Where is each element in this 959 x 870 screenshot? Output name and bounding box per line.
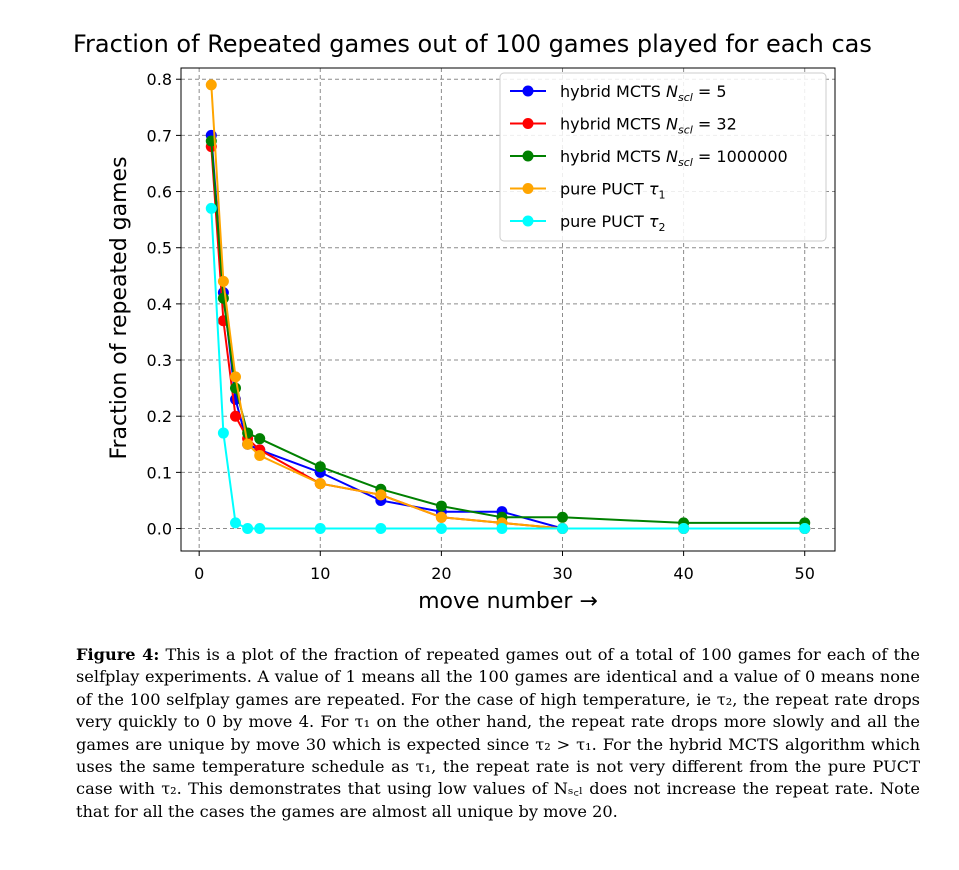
data-point <box>557 523 568 535</box>
series-5 <box>205 202 811 535</box>
data-point <box>254 523 266 535</box>
data-point <box>435 511 447 523</box>
legend-box <box>499 72 827 242</box>
data-point <box>314 461 326 473</box>
x-tick-label: 40 <box>673 564 693 583</box>
data-point <box>496 523 508 535</box>
legend-item-1: hybrid MCTS Nscl = 5 <box>510 82 727 104</box>
data-point <box>314 478 326 490</box>
data-point <box>557 511 568 523</box>
y-tick-label: 0.3 <box>147 351 172 370</box>
plot-series <box>205 79 811 535</box>
x-tick-label: 20 <box>431 564 451 583</box>
data-point <box>205 79 217 91</box>
caption-label: Figure 4: <box>76 645 160 664</box>
legend-label: hybrid MCTS Nscl = 5 <box>560 82 727 104</box>
legend-marker <box>522 118 534 129</box>
plot-frame <box>180 67 836 552</box>
data-point <box>242 438 254 450</box>
data-point <box>375 489 387 501</box>
data-point <box>230 410 241 422</box>
legend-marker <box>522 85 534 97</box>
caption-text: This is a plot of the fraction of repeat… <box>76 645 920 821</box>
y-tick-label: 0.5 <box>147 239 172 258</box>
data-point <box>230 382 241 394</box>
y-tick-label: 0.8 <box>147 70 172 89</box>
legend-label: pure PUCT τ1 <box>560 180 665 202</box>
x-tick-label: 0 <box>194 564 204 583</box>
legend-marker <box>522 183 534 194</box>
y-axis-label: Fraction of repeated games <box>107 156 132 459</box>
data-point <box>435 500 447 512</box>
legend-item-3: hybrid MCTS Nscl = 1000000 <box>510 147 788 169</box>
data-point <box>242 427 254 439</box>
legend: hybrid MCTS Nscl = 5 hybrid MCTS Nscl = 3… <box>499 72 827 242</box>
data-point <box>375 523 387 535</box>
legend-marker <box>522 150 534 162</box>
y-tick-label: 0.0 <box>147 520 172 539</box>
data-point <box>678 523 690 535</box>
axis-ticks: 0 10 20 30 40 50 0.0 0.1 0.2 0.3 0.4 0.5 0.6 0.7 0.8 <box>147 70 815 583</box>
y-tick-label: 0.6 <box>147 183 172 202</box>
y-tick-label: 0.4 <box>147 295 172 314</box>
x-tick-label: 50 <box>795 564 815 583</box>
data-point <box>230 371 241 383</box>
data-point <box>254 433 266 445</box>
legend-item-5: pure PUCT τ2 <box>510 212 665 234</box>
legend-item-4: pure PUCT τ1 <box>510 180 665 202</box>
chart: Fraction of Repeated games out of 100 ga… <box>73 30 872 614</box>
data-point <box>314 523 326 535</box>
x-tick-label: 30 <box>552 564 572 583</box>
legend-item-2: hybrid MCTS Nscl = 32 <box>510 115 737 137</box>
data-point <box>217 275 229 287</box>
x-tick-label: 10 <box>310 564 330 583</box>
figure-caption: Figure 4: This is a plot of the fraction… <box>76 644 920 823</box>
data-point <box>242 523 254 535</box>
y-tick-label: 0.1 <box>147 463 172 482</box>
chart-title: Fraction of Repeated games out of 100 ga… <box>73 30 872 58</box>
x-axis-label: move number → <box>418 589 598 614</box>
series-line <box>210 208 805 530</box>
data-point <box>205 202 217 214</box>
legend-label: hybrid MCTS Nscl = 32 <box>560 115 737 137</box>
data-point <box>230 517 241 529</box>
data-point <box>799 523 811 535</box>
legend-marker <box>522 215 534 227</box>
data-point <box>217 292 229 304</box>
y-tick-label: 0.7 <box>147 126 172 145</box>
legend-label: pure PUCT τ2 <box>560 212 665 234</box>
data-point <box>254 450 266 462</box>
data-point <box>217 427 229 439</box>
data-point <box>435 523 447 535</box>
y-tick-label: 0.2 <box>147 407 172 426</box>
legend-label: hybrid MCTS Nscl = 1000000 <box>560 147 788 169</box>
